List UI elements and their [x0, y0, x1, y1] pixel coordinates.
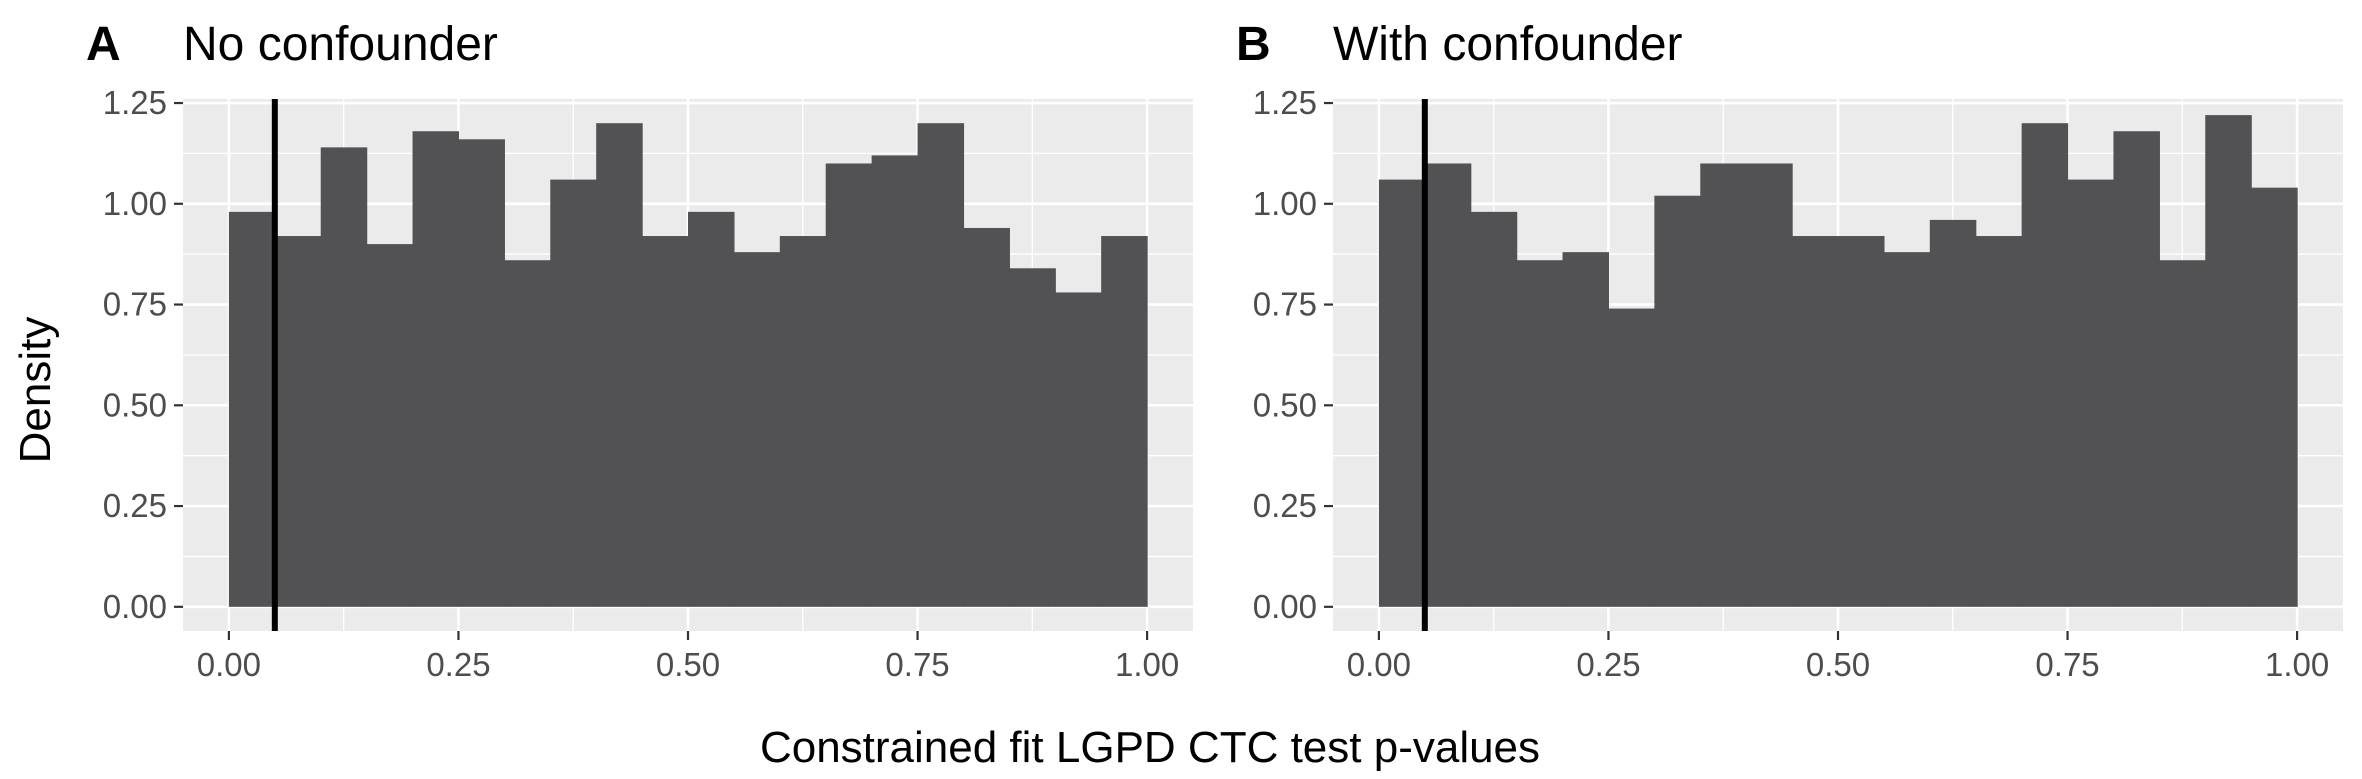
panel-b-bar	[1378, 179, 1426, 607]
panel-a-bar	[366, 244, 414, 607]
panel-a-bar	[550, 179, 597, 607]
panel-a-bar	[963, 227, 1010, 607]
panel-b-bar	[1838, 236, 1885, 607]
panel-a-x-tick-label: 1.00	[1115, 646, 1179, 683]
panel-a-bar	[825, 163, 873, 607]
panel-a-bar	[917, 123, 965, 607]
panel-b-bar	[1608, 308, 1655, 607]
panel-b-bar	[1975, 236, 2023, 607]
x-axis-label: Constrained fit LGPD CTC test p-values	[760, 723, 1540, 772]
panel-a-y-tick-label: 0.25	[103, 487, 167, 524]
panel-b-y-tick-label: 0.75	[1253, 286, 1317, 323]
panel-a-bar	[733, 252, 781, 607]
panel-b-bar	[2067, 179, 2115, 607]
panel-b-tag: B	[1236, 18, 1271, 71]
panel-a-bar	[596, 123, 643, 607]
panel-b-bar	[2251, 187, 2298, 607]
panel-b-x-tick-label: 0.25	[1576, 646, 1640, 683]
panel-b-x-tick-label: 0.00	[1347, 646, 1411, 683]
panel-a-bar	[1055, 292, 1102, 607]
panel-a-bar	[1101, 236, 1148, 607]
panel-b-bar	[2159, 260, 2206, 607]
panel-a-y-tick-label: 0.00	[103, 588, 167, 625]
panel-b-y-tick-label: 0.25	[1253, 487, 1317, 524]
panel-a-bar	[642, 236, 689, 607]
panel-a-y-tick-label: 0.50	[103, 386, 167, 423]
panel-b-bar	[2113, 131, 2160, 607]
panel-b-y-tick-label: 0.50	[1253, 386, 1317, 423]
panel-b-bar	[1792, 236, 1839, 607]
panel-a-bar	[504, 260, 551, 607]
panel-a-bar	[412, 131, 460, 607]
panel-b-bar	[1654, 195, 1701, 607]
panel-a-x-tick-label: 0.25	[426, 646, 490, 683]
panel-a-title: No confounder	[183, 18, 498, 71]
panel-b-bar	[1746, 163, 1793, 607]
panel-b-x-tick-label: 0.75	[2035, 646, 2099, 683]
panel-a-y-tick-label: 1.25	[103, 84, 167, 121]
panel-b: B With confounder 0.00 0.25 0.50 0.75 1.00 0.…	[1236, 18, 2343, 683]
panel-b-y-tick-label: 1.25	[1253, 84, 1317, 121]
panel-a-bar	[688, 211, 735, 607]
y-axis-label: Density	[11, 317, 60, 464]
panel-b-y-tick-label: 0.00	[1253, 588, 1317, 625]
panel-b-x-tick-label: 0.50	[1806, 646, 1870, 683]
panel-a: A No confounder 0.00 0.25 0.50 0.75 1.00 0.00…	[86, 18, 1193, 683]
panel-b-bar	[1929, 219, 1977, 607]
panel-b-y-tick-label: 1.00	[1253, 185, 1317, 222]
panel-a-y-tick-label: 0.75	[103, 286, 167, 323]
panel-a-bar	[458, 139, 505, 607]
panel-a-bar	[779, 236, 827, 607]
panel-b-bar	[1424, 163, 1472, 607]
panel-a-tag: A	[86, 18, 121, 71]
panel-b-bar	[1883, 252, 1931, 607]
panel-a-x-tick-label: 0.50	[656, 646, 720, 683]
panel-b-bar	[2205, 115, 2252, 607]
panel-b-bar	[1562, 252, 1610, 607]
panel-a-y-tick-label: 1.00	[103, 185, 167, 222]
panel-a-x-tick-label: 0.75	[885, 646, 949, 683]
panel-a-x-tick-label: 0.00	[197, 646, 261, 683]
panel-b-x-tick-label: 1.00	[2265, 646, 2329, 683]
panel-a-bar	[1009, 268, 1056, 607]
panel-b-bar	[2021, 123, 2069, 607]
panel-a-bar	[228, 211, 276, 607]
panel-a-bar	[871, 155, 919, 607]
panel-b-title: With confounder	[1333, 18, 1683, 71]
panel-b-bar	[1516, 260, 1564, 607]
panel-a-bar	[274, 236, 322, 607]
panel-a-bar	[320, 147, 368, 607]
panel-b-bar	[1700, 163, 1747, 607]
panel-b-bar	[1470, 211, 1518, 607]
